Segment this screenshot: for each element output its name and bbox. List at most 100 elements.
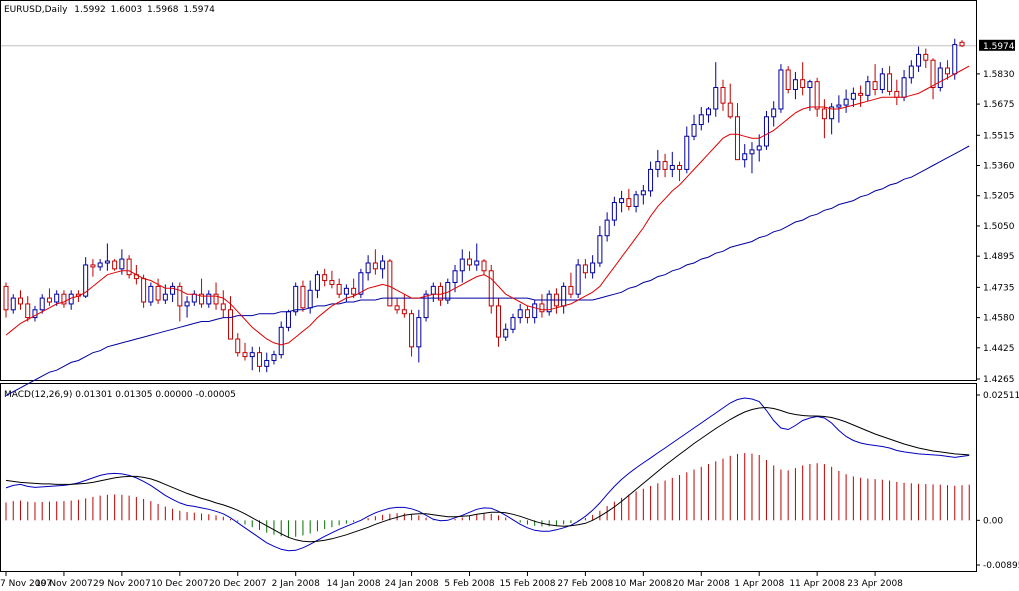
candle (220, 290, 226, 318)
candle (756, 134, 762, 162)
candle (727, 83, 733, 119)
candle (25, 296, 31, 322)
candle-body (365, 262, 371, 274)
candle (611, 196, 617, 226)
candle (170, 282, 176, 302)
price-y-tick-label: 1.5675 (983, 100, 1015, 110)
current-price-box (979, 39, 1015, 51)
candle-body (952, 44, 958, 75)
candle-body (54, 293, 60, 303)
candle-body (213, 293, 219, 305)
candle (785, 66, 791, 94)
candle-body (452, 270, 458, 283)
current-price-label: 1.5974 (983, 42, 1015, 52)
candle-body (930, 59, 936, 89)
candle (937, 62, 943, 92)
candle-body (83, 264, 89, 297)
candle-body (307, 289, 313, 309)
candle-body (372, 262, 378, 270)
candle-body (568, 285, 574, 295)
candle-body (430, 285, 436, 295)
fast-ma-line (5, 65, 970, 346)
candle (380, 255, 386, 279)
candle (604, 212, 610, 242)
candle (582, 259, 588, 279)
candle-body (3, 285, 9, 311)
x-tick-label: 10 Dec 2007 (151, 579, 209, 589)
candle (684, 126, 690, 174)
candle (807, 79, 813, 111)
candle (249, 346, 255, 371)
price-y-tick-label: 1.4735 (983, 283, 1015, 293)
candle (720, 79, 726, 111)
candle-body (46, 297, 52, 303)
candle (633, 190, 639, 213)
macd-marks (5, 397, 970, 552)
candle-body (691, 124, 697, 137)
candle-body (843, 98, 849, 106)
candle-body (945, 67, 951, 75)
candle-body (488, 270, 494, 307)
candle (930, 58, 936, 100)
candle-body (184, 301, 190, 307)
price-y-tick-label: 1.5515 (983, 131, 1015, 141)
candle-body (61, 293, 67, 305)
price-header: EURUSD,Daily 1.5992 1.6003 1.5968 1.5974 (4, 5, 215, 15)
candle-body (126, 258, 132, 276)
candle-body (416, 317, 422, 348)
x-tick-label: 24 Jan 2008 (385, 579, 439, 589)
candle-body (800, 79, 806, 89)
candle (843, 89, 849, 113)
candle (669, 151, 675, 178)
candle (800, 62, 806, 96)
price-y-tick-label: 1.4265 (983, 375, 1015, 385)
candle-body (199, 293, 205, 305)
price-y-tick-label: 1.4580 (983, 314, 1015, 324)
candle (300, 280, 306, 312)
candle-body (285, 311, 291, 328)
candle-body (97, 262, 103, 268)
candle-body (698, 114, 704, 126)
candle-body (590, 262, 596, 274)
candle-body (300, 285, 306, 309)
candle-body (821, 108, 827, 120)
candle-body (901, 77, 907, 98)
candle-body (155, 285, 161, 301)
candle-body (242, 352, 248, 358)
candle (264, 352, 270, 373)
candle (590, 255, 596, 279)
candle-body (582, 264, 588, 274)
candle-body (112, 260, 118, 270)
candle-body (633, 194, 639, 207)
candle-body (597, 235, 603, 264)
candle (329, 270, 335, 289)
x-tick-label: 27 Feb 2008 (557, 579, 613, 589)
candle-body (669, 165, 675, 170)
candle (467, 251, 473, 271)
x-tick-label: 20 Dec 2007 (209, 579, 267, 589)
candle (199, 278, 205, 308)
x-tick-label: 7 Nov 2007 (0, 579, 52, 589)
candle (148, 282, 154, 306)
candle-body (401, 309, 407, 315)
candle-body (474, 260, 480, 266)
x-tick-label: 15 Feb 2008 (499, 579, 555, 589)
candle-body (655, 161, 661, 170)
candle (865, 75, 871, 102)
macd-panel (0, 383, 977, 572)
candle (575, 259, 581, 299)
candle-body (546, 293, 552, 313)
candle (648, 161, 654, 197)
candle (908, 60, 914, 84)
candle-body (191, 293, 197, 303)
candle (97, 259, 103, 271)
candle (184, 296, 190, 318)
candle-body (756, 145, 762, 151)
candle (517, 303, 523, 324)
candle-body (177, 285, 183, 307)
candle (423, 290, 429, 322)
candle (619, 190, 625, 213)
x-tick-label: 11 Apr 2008 (789, 579, 845, 589)
